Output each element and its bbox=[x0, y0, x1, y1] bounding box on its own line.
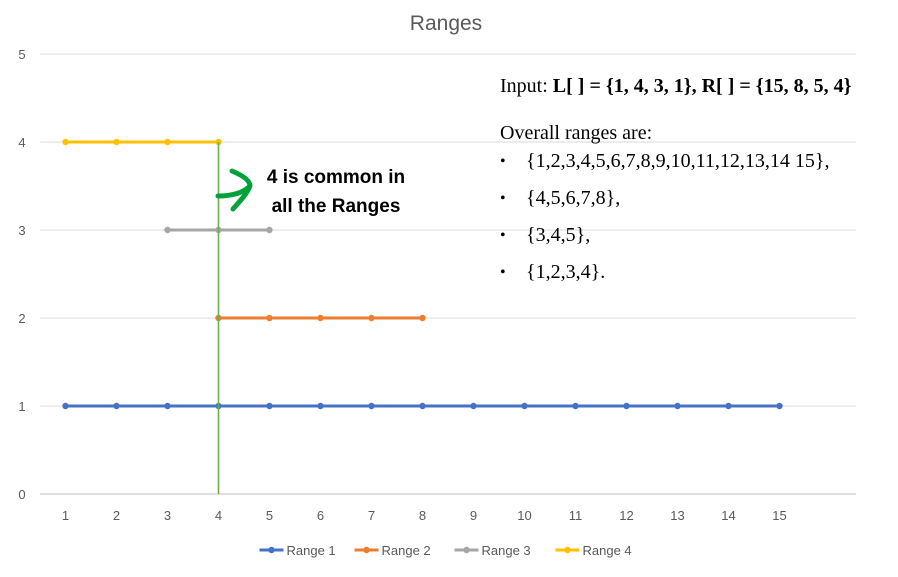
data-point bbox=[470, 402, 477, 410]
data-point bbox=[113, 138, 120, 146]
legend-marker-swatch bbox=[363, 546, 370, 554]
y-tick-label: 2 bbox=[18, 311, 25, 326]
input-line: Input: L[ ] = {1, 4, 3, 1}, R[ ] = {15, … bbox=[500, 76, 890, 96]
y-tick-label: 1 bbox=[18, 399, 25, 414]
chart-title: Ranges bbox=[410, 12, 482, 35]
x-tick-label: 10 bbox=[517, 508, 531, 523]
legend-label: Range 4 bbox=[583, 543, 632, 558]
legend-entry: Range 3 bbox=[454, 543, 531, 558]
y-tick-label: 4 bbox=[18, 135, 25, 150]
data-point bbox=[266, 402, 273, 410]
x-tick-label: 8 bbox=[419, 508, 426, 523]
y-tick-label: 5 bbox=[18, 47, 25, 62]
x-tick-label: 14 bbox=[721, 508, 735, 523]
data-point bbox=[266, 226, 273, 234]
data-point bbox=[266, 314, 273, 322]
series-layer bbox=[62, 138, 783, 410]
input-prefix: Input: bbox=[500, 75, 553, 97]
y-tick-label: 3 bbox=[18, 223, 25, 238]
legend-marker-swatch bbox=[463, 546, 470, 554]
y-tick-label: 0 bbox=[18, 487, 25, 502]
x-tick-label: 13 bbox=[670, 508, 684, 523]
x-tick-label: 2 bbox=[113, 508, 120, 523]
range-list-item: {1,2,3,4}. bbox=[500, 254, 890, 291]
range-list-item: {3,4,5}, bbox=[500, 217, 890, 254]
annotation-text-line-2: all the Ranges bbox=[272, 196, 401, 217]
x-axis-tick-labels: 1 2 3 4 5 6 7 8 9 10 11 12 13 14 15 bbox=[62, 508, 787, 523]
data-point bbox=[623, 402, 630, 410]
x-tick-label: 15 bbox=[772, 508, 786, 523]
legend-marker-swatch bbox=[564, 546, 571, 554]
ranges-list: {1,2,3,4,5,6,7,8,9,10,11,12,13,14 15}, {… bbox=[500, 143, 890, 291]
data-point bbox=[62, 138, 69, 146]
legend-marker-swatch bbox=[268, 546, 275, 554]
data-point bbox=[776, 402, 783, 410]
data-point bbox=[572, 402, 579, 410]
info-panel: Input: L[ ] = {1, 4, 3, 1}, R[ ] = {15, … bbox=[500, 76, 890, 291]
series-1 bbox=[62, 402, 783, 410]
data-point bbox=[317, 402, 324, 410]
data-point bbox=[674, 402, 681, 410]
data-point bbox=[419, 402, 426, 410]
series-2 bbox=[215, 314, 426, 322]
legend-label: Range 2 bbox=[382, 543, 431, 558]
legend-label: Range 1 bbox=[287, 543, 336, 558]
series-4 bbox=[62, 138, 222, 146]
data-point bbox=[368, 314, 375, 322]
range-list-item: {1,2,3,4,5,6,7,8,9,10,11,12,13,14 15}, bbox=[500, 143, 890, 180]
y-axis-tick-labels: 0 1 2 3 4 5 bbox=[18, 47, 25, 502]
legend-entry: Range 1 bbox=[259, 543, 336, 558]
legend: Range 1 Range 2 Range 3 Range 4 bbox=[259, 543, 632, 558]
x-tick-label: 11 bbox=[569, 508, 583, 523]
legend-entry: Range 4 bbox=[555, 543, 632, 558]
legend-entry: Range 2 bbox=[354, 543, 431, 558]
x-tick-label: 4 bbox=[215, 508, 222, 523]
data-point bbox=[725, 402, 732, 410]
data-point bbox=[368, 402, 375, 410]
data-point bbox=[521, 402, 528, 410]
annotation: 4 is common in all the Ranges bbox=[215, 167, 405, 217]
x-tick-label: 9 bbox=[470, 508, 477, 523]
range-list-item: {4,5,6,7,8}, bbox=[500, 180, 890, 217]
ranges-heading: Overall ranges are: bbox=[500, 122, 653, 144]
x-tick-label: 7 bbox=[368, 508, 375, 523]
data-point bbox=[164, 138, 171, 146]
data-point bbox=[113, 402, 120, 410]
data-point bbox=[419, 314, 426, 322]
x-tick-label: 6 bbox=[317, 508, 324, 523]
data-point bbox=[164, 402, 171, 410]
x-tick-label: 5 bbox=[266, 508, 273, 523]
x-tick-label: 1 bbox=[62, 508, 69, 523]
annotation-text-line-1: 4 is common in bbox=[267, 167, 405, 188]
legend-label: Range 3 bbox=[482, 543, 531, 558]
input-arrays: L[ ] = {1, 4, 3, 1}, R[ ] = {15, 8, 5, 4… bbox=[552, 75, 852, 97]
x-tick-label: 12 bbox=[619, 508, 633, 523]
data-point bbox=[317, 314, 324, 322]
data-point bbox=[164, 226, 171, 234]
x-tick-label: 3 bbox=[164, 508, 171, 523]
annotation-arrow-icon bbox=[215, 168, 253, 212]
data-point bbox=[62, 402, 69, 410]
